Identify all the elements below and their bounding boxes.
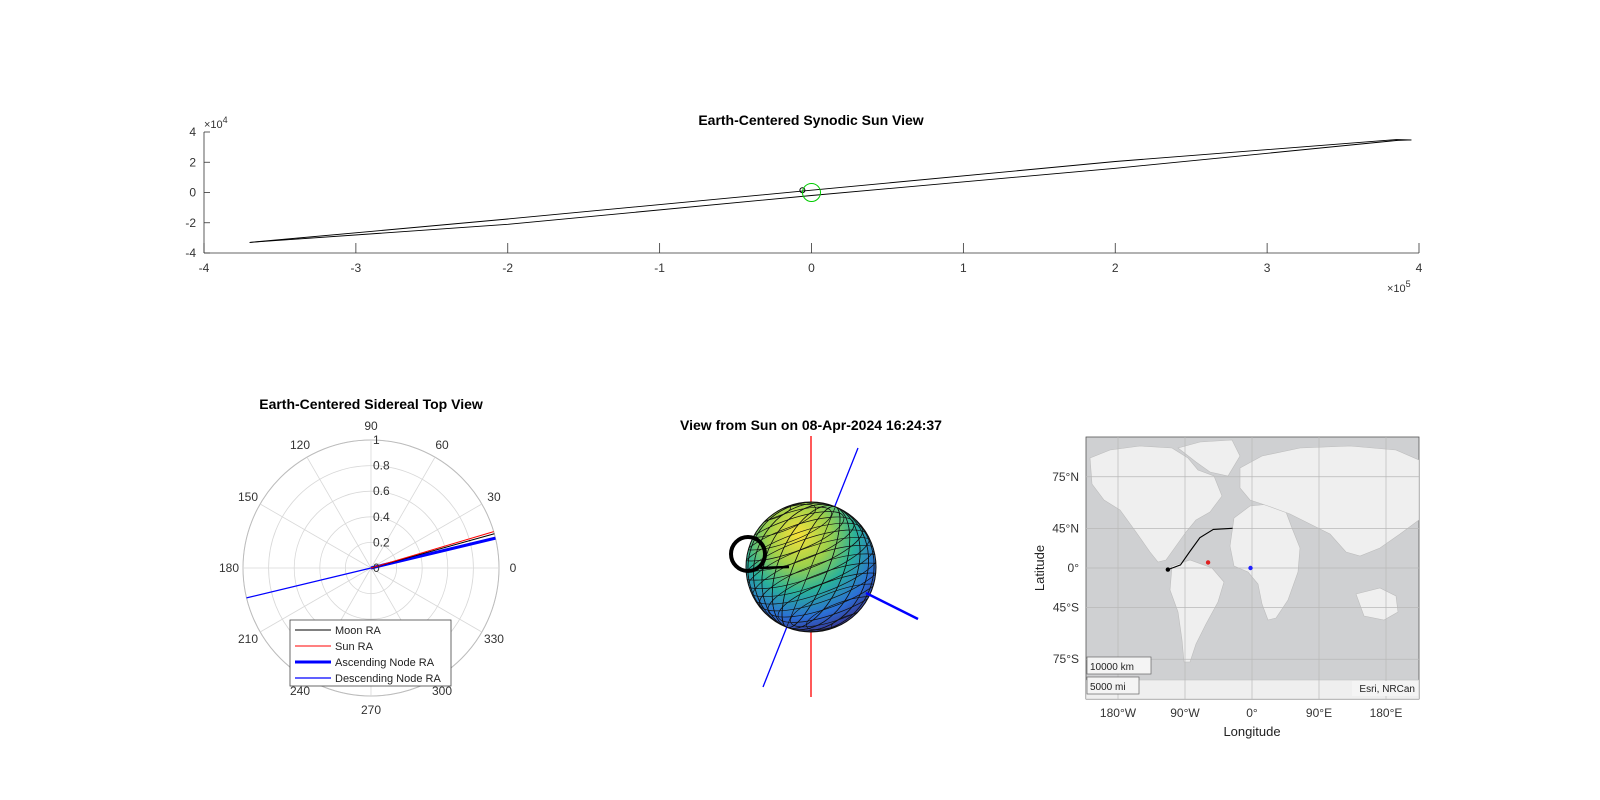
trajectory-inner <box>249 139 1412 243</box>
attribution-box <box>1352 681 1418 696</box>
map-x-tick: 180°W <box>1100 706 1137 720</box>
polar-spoke <box>259 503 372 569</box>
map-y-tick: 45°N <box>1052 521 1079 535</box>
map-y-tick: 45°S <box>1053 601 1079 615</box>
map-y-tick: 75°N <box>1052 470 1079 484</box>
map-point-red <box>1205 560 1211 565</box>
map-y-tick: 0° <box>1068 561 1080 575</box>
scale-km: 10000 km <box>1090 662 1134 673</box>
polar-r-label: 0.2 <box>373 535 390 549</box>
map-xlabel: Longitude <box>1223 724 1280 739</box>
y-multiplier: ×104 <box>204 115 228 131</box>
x-tick-label: 4 <box>1416 261 1423 275</box>
x-tick-label: 3 <box>1264 261 1271 275</box>
legend-label-moon: Moon RA <box>335 625 382 637</box>
synodic-title: Earth-Centered Synodic Sun View <box>698 112 924 128</box>
polar-angle-label: 90 <box>364 419 378 433</box>
sidereal-polar-plot: 0 30 60 90 120 150 180 210 240 270 300 330 0 0.2 0.4 0.… <box>219 419 517 717</box>
sun-view-globe <box>729 436 919 697</box>
moon-ring <box>729 535 767 573</box>
polar-spoke <box>306 456 372 569</box>
polar-r-label: 0 <box>373 561 380 575</box>
polar-spoke <box>370 456 436 569</box>
polar-spoke <box>259 567 372 633</box>
moon-shadow-line <box>759 565 790 570</box>
polar-spoke <box>370 503 483 569</box>
globe-parallel <box>759 553 876 612</box>
globe-parallel <box>746 516 855 572</box>
sunview-title: View from Sun on 08-Apr-2024 16:24:37 <box>680 417 942 433</box>
x-tick-label: -3 <box>351 261 362 275</box>
map-y-tick: 75°S <box>1053 652 1079 666</box>
ground-track <box>1167 527 1233 571</box>
x-tick-label: 1 <box>960 261 967 275</box>
map-ylabel: Latitude <box>1032 545 1047 591</box>
scale-bar: 10000 km 5000 mi <box>1086 656 1152 695</box>
polar-angle-label: 0 <box>510 561 517 575</box>
polar-r-label: 0.4 <box>373 510 390 524</box>
polar-angle-label: 270 <box>361 703 381 717</box>
polar-r-label: 0.6 <box>373 484 390 498</box>
legend-label-ascending: Ascending Node RA <box>335 657 435 669</box>
sun-circle <box>802 183 821 202</box>
legend-label-sun: Sun RA <box>335 641 374 653</box>
polar-series-sun-ra <box>370 531 494 569</box>
polar-r-label: 1 <box>373 433 380 447</box>
x-tick-label: 0 <box>808 261 815 275</box>
map-point-black <box>1165 567 1171 572</box>
australia-land <box>1355 587 1399 621</box>
map-x-tick: 0° <box>1246 706 1258 720</box>
y-tick-label: 4 <box>189 125 196 139</box>
polar-angle-label: 120 <box>290 438 310 452</box>
polar-angle-label: 150 <box>238 490 258 504</box>
x-tick-label: 2 <box>1112 261 1119 275</box>
polar-r-label: 0.8 <box>373 459 390 473</box>
x-multiplier: ×105 <box>1387 279 1411 295</box>
legend: Moon RA Sun RA Ascending Node RA Descend… <box>289 619 452 687</box>
greenland-land <box>1177 439 1241 477</box>
antarctica-land <box>1086 679 1419 699</box>
globe-parallel <box>746 511 845 562</box>
globe-parallel <box>767 562 876 618</box>
x-tick-label: -2 <box>502 261 513 275</box>
polar-angle-label: 240 <box>290 684 310 698</box>
polar-angle-label: 330 <box>484 632 504 646</box>
y-tick-label: 0 <box>189 186 196 200</box>
ascending-node-vector <box>865 591 919 621</box>
polar-angle-label: 60 <box>435 438 449 452</box>
globe-parallel <box>777 572 876 623</box>
map-attribution: Esri, NRCan <box>1359 684 1415 695</box>
map-point-blue <box>1248 565 1253 571</box>
trajectory-outer <box>249 139 1412 243</box>
sidereal-title: Earth-Centered Sidereal Top View <box>259 396 483 412</box>
y-tick-label: 2 <box>189 155 196 169</box>
polar-angle-label: 210 <box>238 632 258 646</box>
globe-parallel <box>790 583 876 628</box>
polar-spoke <box>370 567 483 633</box>
y-tick-label: -4 <box>185 246 196 260</box>
legend-label-descending: Descending Node RA <box>335 673 441 685</box>
polar-angle-label: 300 <box>432 684 452 698</box>
map-x-tick: 180°E <box>1370 706 1403 720</box>
polar-series-ascending-node-ra <box>370 536 496 570</box>
x-tick-label: -1 <box>654 261 665 275</box>
x-tick-label: -4 <box>199 261 210 275</box>
ground-track-map: 180°W 90°W 0° 90°E 180°E 75°N 45°N 0° 45°S 75°S 1… <box>1032 436 1420 739</box>
polar-series-descending-node-ra <box>246 567 372 599</box>
map-x-tick: 90°W <box>1170 706 1200 720</box>
globe-parallel <box>746 522 863 581</box>
north-america-land <box>1089 445 1223 563</box>
map-x-tick: 90°E <box>1306 706 1332 720</box>
synodic-plot: -4 -3 -2 -1 0 1 2 3 4 4 2 0 -2 -4 ×104 ×105 <box>185 115 1422 295</box>
scale-mi: 5000 mi <box>1090 682 1126 693</box>
polar-angle-label: 30 <box>487 490 501 504</box>
y-tick-label: -2 <box>185 216 196 230</box>
polar-angle-label: 180 <box>219 561 239 575</box>
